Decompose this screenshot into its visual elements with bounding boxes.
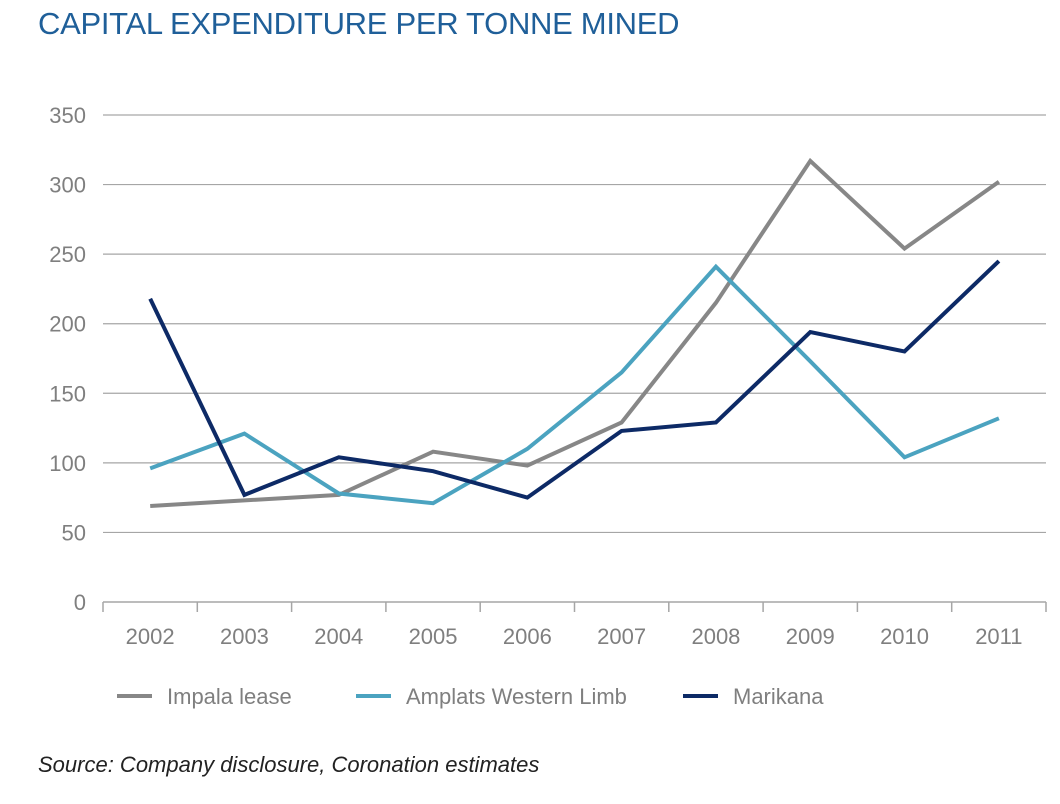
chart-title: CAPITAL EXPENDITURE PER TONNE MINED xyxy=(38,6,680,41)
y-tick-label-350: 350 xyxy=(49,103,86,128)
x-tick-label-2005: 2005 xyxy=(409,624,458,649)
y-tick-label-250: 250 xyxy=(49,242,86,267)
x-axis-tick-labels: 2002 2003 2004 2005 2006 2007 2008 2009 2010 2011 xyxy=(126,624,1023,649)
gridlines xyxy=(103,114,1046,534)
source-note: Source: Company disclosure, Coronation e… xyxy=(38,752,540,777)
legend-label-impala-lease: Impala lease xyxy=(167,684,292,709)
x-tick-label-2006: 2006 xyxy=(503,624,552,649)
series-line-amplats-western-limb xyxy=(149,263,1000,506)
y-tick-label-300: 300 xyxy=(49,173,86,198)
x-tick-label-2007: 2007 xyxy=(597,624,646,649)
x-tick-label-2008: 2008 xyxy=(691,624,740,649)
series-line-marikana xyxy=(148,259,1001,500)
series-line-impala-lease xyxy=(150,157,1001,508)
y-axis-tick-labels: 0 50 100 150 200 250 300 350 xyxy=(49,103,86,615)
x-tick-label-2002: 2002 xyxy=(126,624,175,649)
y-tick-label-150: 150 xyxy=(49,381,86,406)
x-tick-label-2010: 2010 xyxy=(880,624,929,649)
legend-label-marikana: Marikana xyxy=(733,684,824,709)
x-tick-label-2009: 2009 xyxy=(786,624,835,649)
series-lines xyxy=(148,157,1001,508)
legend: Impala lease Amplats Western Limb Marikana xyxy=(117,684,824,709)
y-tick-label-0: 0 xyxy=(74,590,86,615)
x-tick-label-2011: 2011 xyxy=(975,624,1022,649)
y-tick-label-200: 200 xyxy=(49,312,86,337)
x-tick-label-2004: 2004 xyxy=(314,624,363,649)
x-tick-label-2003: 2003 xyxy=(220,624,269,649)
y-tick-label-50: 50 xyxy=(62,520,86,545)
y-tick-label-100: 100 xyxy=(49,451,86,476)
x-axis xyxy=(102,601,1047,612)
legend-label-amplats-western-limb: Amplats Western Limb xyxy=(406,684,627,709)
